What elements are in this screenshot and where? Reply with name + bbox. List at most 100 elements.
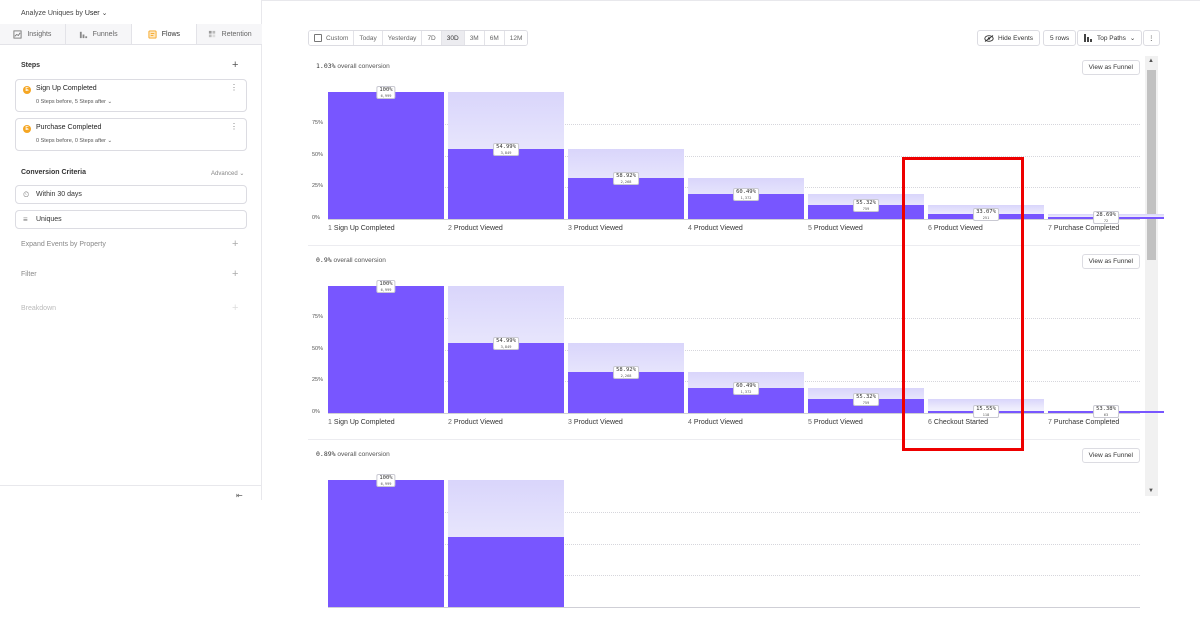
step-axis-label[interactable]: 5 Product Viewed	[808, 225, 863, 232]
add-step-icon[interactable]: +	[232, 59, 239, 71]
view-as-funnel-button[interactable]: View as Funnel	[1081, 254, 1140, 269]
step-number: 1	[328, 419, 332, 426]
overall-conversion-label: 1.03% overall conversion	[316, 62, 390, 70]
y-axis-tick-label: 75%	[312, 119, 324, 126]
hide-events-button[interactable]: Hide Events	[977, 30, 1041, 46]
overall-conversion-value: 0.89%	[316, 450, 336, 458]
step-percent: 100%	[379, 87, 393, 93]
step-event-name: Product Viewed	[453, 419, 503, 426]
range-30d[interactable]: 30D	[441, 31, 465, 45]
step-axis-label[interactable]: 7 Purchase Completed	[1048, 419, 1119, 426]
step-event-name: Product Viewed	[813, 419, 863, 426]
step-count: 6,999	[380, 482, 392, 486]
header-divider	[262, 0, 1200, 1]
step-card-2[interactable]: E Purchase Completed 0 Steps before, 0 S…	[15, 118, 247, 151]
top-paths-dropdown[interactable]: Top Paths ⌄	[1077, 30, 1143, 46]
step-card-1[interactable]: E Sign Up Completed 0 Steps before, 5 St…	[15, 79, 247, 112]
step-axis-label[interactable]: 6 Checkout Started	[928, 419, 988, 426]
conversion-bar[interactable]	[328, 92, 444, 219]
counting-method-selector[interactable]: ≡ Uniques	[15, 210, 247, 229]
advanced-dropdown[interactable]: Advanced ⌄	[211, 170, 244, 177]
step-number: 3	[568, 225, 572, 232]
overall-conversion-label: 0.9% overall conversion	[316, 256, 386, 264]
y-axis-tick-label: 50%	[312, 151, 324, 158]
range-12m[interactable]: 12M	[504, 31, 528, 45]
range-7d[interactable]: 7D	[422, 31, 442, 45]
range-custom[interactable]: Custom	[309, 31, 355, 45]
step-axis-label[interactable]: 3 Product Viewed	[568, 225, 623, 232]
chart-scrollbar[interactable]: ▲ ▼	[1145, 56, 1158, 496]
tab-insights[interactable]: Insights	[0, 24, 66, 44]
list-icon: ≡	[23, 215, 28, 224]
advanced-label: Advanced	[211, 171, 238, 177]
step-axis-label[interactable]: 7 Purchase Completed	[1048, 225, 1119, 232]
conversion-bar[interactable]	[328, 480, 444, 607]
step-menu-icon[interactable]: ⋮	[230, 122, 238, 131]
conversion-bar[interactable]	[328, 286, 444, 413]
view-as-funnel-button[interactable]: View as Funnel	[1081, 448, 1140, 463]
step-menu-icon[interactable]: ⋮	[230, 83, 238, 92]
add-breakdown-icon[interactable]: +	[232, 302, 239, 314]
step-count: 6,999	[380, 288, 392, 292]
tab-label: Funnels	[92, 30, 118, 38]
step-conversion-label: 58.92% 2,268	[613, 171, 639, 185]
expand-events-title: Expand Events by Property	[21, 241, 106, 248]
range-today[interactable]: Today	[354, 31, 383, 45]
step-axis-label[interactable]: 2 Product Viewed	[448, 225, 503, 232]
step-event-name: Purchase Completed	[1053, 225, 1120, 232]
range-6m[interactable]: 6M	[484, 31, 505, 45]
flows-icon	[148, 29, 157, 39]
step-number: 5	[808, 419, 812, 426]
step-axis-label[interactable]: 5 Product Viewed	[808, 419, 863, 426]
step-range-selector[interactable]: 0 Steps before, 5 Steps after ⌄	[36, 99, 112, 105]
step-axis-label[interactable]: 2 Product Viewed	[448, 419, 503, 426]
conversion-bar[interactable]	[448, 149, 564, 219]
conversion-window-selector[interactable]: ⏲ Within 30 days	[15, 185, 247, 204]
event-icon: E	[23, 86, 31, 94]
y-axis-tick-label: 0%	[312, 215, 320, 221]
step-count: 72	[1103, 219, 1109, 223]
step-percent: 53.38%	[1096, 406, 1116, 412]
more-options-button[interactable]: ⋮	[1143, 30, 1160, 46]
step-percent: 28.69%	[1096, 212, 1116, 218]
scroll-up-icon[interactable]: ▲	[1148, 58, 1154, 64]
add-expand-event-icon[interactable]: +	[232, 238, 239, 250]
add-filter-icon[interactable]: +	[232, 268, 239, 280]
step-range-selector[interactable]: 0 Steps before, 0 Steps after ⌄	[36, 138, 112, 144]
step-count: 759	[862, 207, 870, 212]
tab-funnels[interactable]: Funnels	[66, 24, 132, 44]
collapse-sidebar-icon[interactable]: ⇤	[236, 491, 243, 500]
range-3m[interactable]: 3M	[464, 31, 485, 45]
step-axis-label[interactable]: 1 Sign Up Completed	[328, 419, 395, 426]
step-count: 3,849	[500, 345, 512, 350]
tab-retention[interactable]: Retention	[197, 24, 262, 44]
step-axis-label[interactable]: 3 Product Viewed	[568, 419, 623, 426]
step-conversion-label: 54.99% 3,849	[493, 143, 519, 157]
gridline	[328, 413, 1140, 414]
tab-label: Retention	[221, 30, 252, 38]
step-event-name: Product Viewed	[693, 419, 743, 426]
conversion-bar[interactable]	[448, 343, 564, 413]
scroll-thumb[interactable]	[1147, 70, 1156, 260]
step-count: 2,268	[620, 179, 632, 184]
step-title: Sign Up Completed	[36, 85, 97, 92]
view-as-funnel-button[interactable]: View as Funnel	[1081, 60, 1140, 75]
hide-events-label: Hide Events	[998, 34, 1034, 42]
step-number: 4	[688, 225, 692, 232]
step-conversion-label: 100% 6,999	[376, 280, 396, 293]
step-number: 7	[1048, 225, 1052, 232]
conversion-bar[interactable]	[448, 537, 564, 607]
tab-flows[interactable]: Flows	[131, 24, 198, 44]
rows-button[interactable]: 5 rows	[1043, 30, 1077, 46]
step-conversion-label: 33.07% 251	[973, 208, 999, 222]
step-axis-label[interactable]: 6 Product Viewed	[928, 225, 983, 232]
analyze-by-selector[interactable]: Analyze Uniques by User ⌄	[21, 9, 107, 17]
report-tabs: Insights Funnels Flows Retention	[0, 24, 262, 45]
range-yesterday[interactable]: Yesterday	[382, 31, 423, 45]
event-icon: E	[23, 125, 31, 133]
scroll-down-icon[interactable]: ▼	[1148, 488, 1154, 494]
step-axis-label[interactable]: 1 Sign Up Completed	[328, 225, 395, 232]
step-percent: 33.07%	[976, 209, 996, 216]
step-axis-label[interactable]: 4 Product Viewed	[688, 225, 743, 232]
step-axis-label[interactable]: 4 Product Viewed	[688, 419, 743, 426]
